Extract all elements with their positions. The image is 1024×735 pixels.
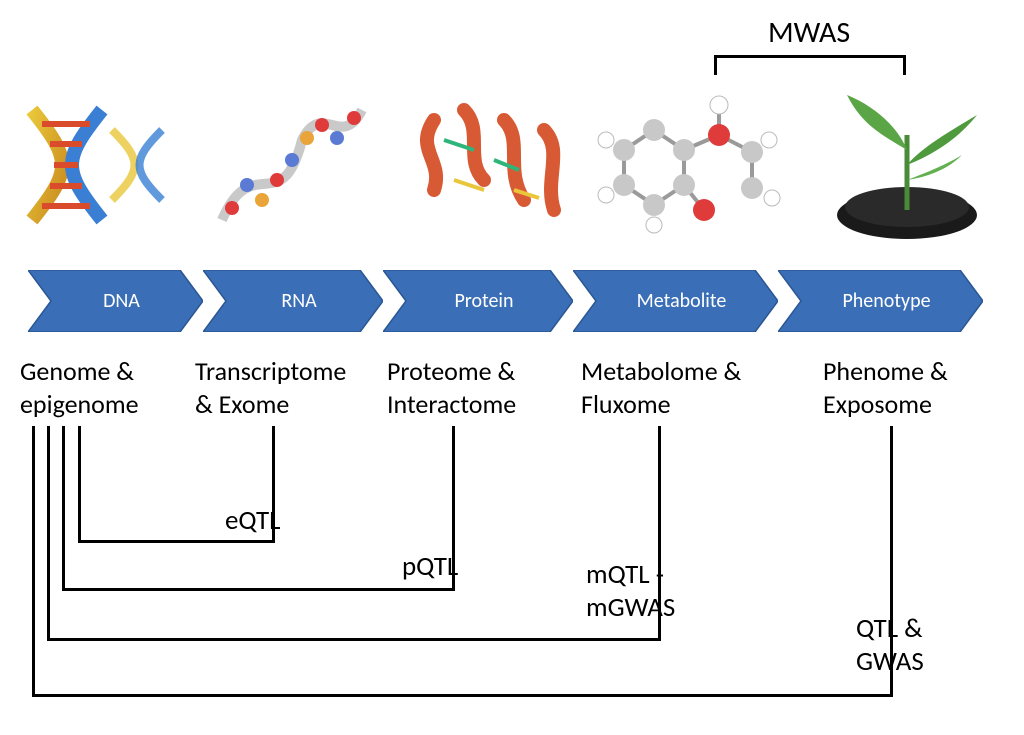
chevron-label: Phenotype — [842, 289, 930, 313]
mwas-bracket — [714, 55, 906, 75]
bracket-qtl-left — [32, 426, 35, 694]
dna-helix-icon — [14, 90, 200, 240]
qtl-line1: QTL & — [856, 612, 923, 645]
protein-fold-icon — [394, 90, 584, 240]
bracket-eqtl-left — [78, 426, 81, 540]
omics-phenome: Phenome & Exposome — [823, 355, 948, 420]
chevron-label: Metabolite — [637, 289, 727, 313]
rna-strand-icon — [205, 90, 389, 240]
omics-transcriptome: Transcriptome & Exome — [195, 355, 346, 420]
omics-line1: Transcriptome — [195, 355, 346, 388]
mqtl-line2: mGWAS — [586, 591, 675, 624]
qtl-line2: GWAS — [856, 645, 924, 678]
bracket-mqtl-left — [47, 426, 50, 638]
qtl-label: QTL & GWAS — [856, 612, 924, 678]
mwas-label: MWAS — [768, 14, 850, 51]
omics-line1: Genome & — [20, 355, 139, 388]
omics-line2: & Exome — [195, 388, 346, 421]
bracket-pqtl-left — [62, 426, 65, 588]
mqtl-label: mQTL - mGWAS — [586, 558, 675, 624]
chevron-row: DNA RNA Protein Metabolite Phenotype — [28, 270, 988, 332]
chevron-label: RNA — [281, 289, 316, 313]
omics-line2: epigenome — [20, 388, 139, 421]
illustration-row — [14, 80, 1010, 250]
bracket-eqtl-bottom — [78, 540, 272, 543]
metabolite-molecule-icon — [589, 90, 799, 240]
omics-proteome: Proteome & Interactome — [387, 355, 516, 420]
bracket-pqtl-bottom — [62, 588, 452, 591]
omics-line2: Fluxome — [581, 388, 741, 421]
chevron-label: DNA — [103, 289, 140, 313]
omics-line2: Exposome — [823, 388, 948, 421]
chevron-dna: DNA — [28, 270, 203, 332]
omics-line2: Interactome — [387, 388, 516, 421]
chevron-label: Protein — [454, 289, 513, 313]
eqtl-label: eQTL — [225, 504, 281, 537]
omics-genome: Genome & epigenome — [20, 355, 139, 420]
chevron-metabolite: Metabolite — [573, 270, 778, 332]
plant-seedling-icon — [804, 85, 1010, 245]
chevron-phenotype: Phenotype — [778, 270, 983, 332]
chevron-protein: Protein — [383, 270, 573, 332]
pqtl-label: pQTL — [402, 550, 458, 583]
diagram-canvas: MWAS — [0, 0, 1024, 735]
chevron-rna: RNA — [203, 270, 383, 332]
omics-metabolome: Metabolome & Fluxome — [581, 355, 741, 420]
omics-line1: Proteome & — [387, 355, 516, 388]
mqtl-line1: mQTL - — [586, 558, 664, 591]
omics-line1: Metabolome & — [581, 355, 741, 388]
omics-line1: Phenome & — [823, 355, 948, 388]
bracket-qtl-bottom — [32, 694, 890, 697]
bracket-mqtl-bottom — [47, 638, 658, 641]
